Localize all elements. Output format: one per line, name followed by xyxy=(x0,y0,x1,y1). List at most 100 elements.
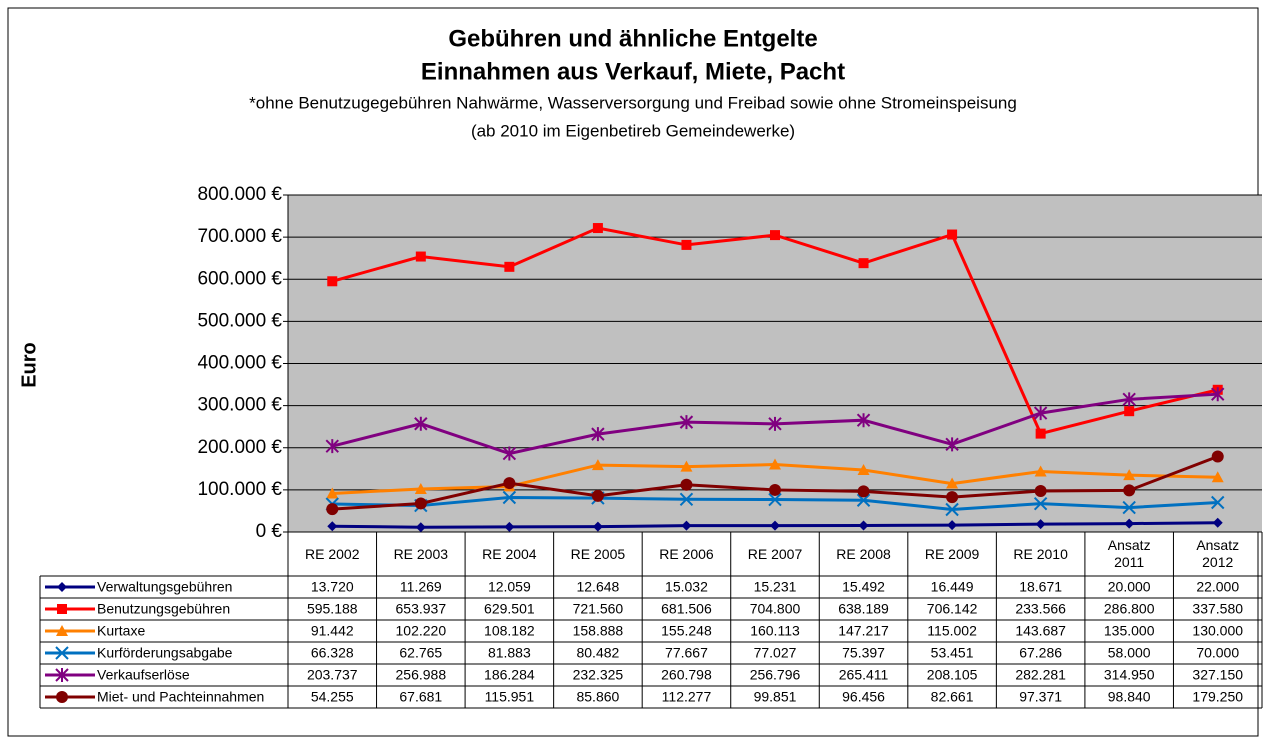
marker xyxy=(769,458,781,470)
table-value: 97.371 xyxy=(1019,689,1062,705)
marker xyxy=(1211,471,1224,483)
marker xyxy=(856,413,871,428)
chart-title: Einnahmen aus Verkauf, Miete, Pacht xyxy=(421,58,845,85)
chart-title: Gebühren und ähnliche Entgelte xyxy=(448,25,817,52)
table-value: 81.883 xyxy=(488,645,531,661)
marker xyxy=(857,463,870,475)
marker xyxy=(1122,392,1136,407)
table-value: 130.000 xyxy=(1192,623,1243,639)
marker xyxy=(1211,450,1224,463)
table-value: 256.796 xyxy=(750,667,801,683)
table-value: 115.002 xyxy=(927,623,977,639)
table-value: 143.687 xyxy=(1015,623,1066,639)
marker xyxy=(503,477,516,490)
table-value: 629.501 xyxy=(484,601,535,617)
marker xyxy=(946,491,959,504)
table-value: 108.182 xyxy=(484,623,535,639)
table-value: 96.456 xyxy=(842,689,885,705)
y-tick-label: 200.000 € xyxy=(197,437,282,458)
marker xyxy=(947,229,958,240)
marker xyxy=(1034,465,1047,477)
table-value: 15.032 xyxy=(665,579,708,595)
table-value: 203.737 xyxy=(307,667,358,683)
table-value: 155.248 xyxy=(661,623,712,639)
y-tick-label: 800.000 € xyxy=(197,184,282,205)
marker xyxy=(1211,495,1225,510)
marker xyxy=(1123,484,1136,497)
table-value: 75.397 xyxy=(842,645,885,661)
marker xyxy=(55,668,69,682)
table-value: 85.860 xyxy=(576,689,619,705)
y-tick-label: 0 € xyxy=(256,521,283,542)
table-value: 15.231 xyxy=(754,579,797,595)
table-value: 53.451 xyxy=(931,645,974,661)
marker xyxy=(326,487,339,499)
table-value: 98.840 xyxy=(1108,689,1151,705)
marker xyxy=(947,520,958,531)
marker xyxy=(502,446,517,461)
table-value: 282.281 xyxy=(1015,667,1066,683)
table-value: 337.580 xyxy=(1192,601,1243,617)
table-value: 186.284 xyxy=(484,667,535,683)
table-value: 62.765 xyxy=(399,645,442,661)
marker xyxy=(414,497,427,510)
y-axis-label: Euro xyxy=(18,342,40,388)
marker xyxy=(57,604,67,614)
table-value: 99.851 xyxy=(754,689,797,705)
marker xyxy=(680,478,693,491)
table-value: 13.720 xyxy=(311,579,354,595)
legend-label: Miet- und Pachteinnahmen xyxy=(97,689,264,705)
table-value: 704.800 xyxy=(750,601,801,617)
marker xyxy=(945,502,959,517)
table-value: 66.328 xyxy=(311,645,354,661)
table-value: 67.681 xyxy=(399,689,442,705)
table-value: 233.566 xyxy=(1015,601,1066,617)
marker xyxy=(768,492,782,507)
y-tick-label: 100.000 € xyxy=(197,479,282,500)
table-value: 54.255 xyxy=(311,689,354,705)
x-tick-label: RE 2006 xyxy=(659,545,714,562)
marker xyxy=(1034,484,1047,497)
marker xyxy=(56,625,68,636)
marker xyxy=(1033,406,1048,421)
table-value: 208.105 xyxy=(927,667,978,683)
marker xyxy=(326,503,339,516)
x-tick-label: RE 2009 xyxy=(924,545,980,562)
table-value: 147.217 xyxy=(838,623,889,639)
marker xyxy=(770,230,780,241)
table-value: 706.142 xyxy=(927,601,978,617)
table-value: 18.671 xyxy=(1019,579,1062,595)
table-value: 681.506 xyxy=(661,601,712,617)
marker xyxy=(57,582,67,592)
marker xyxy=(415,522,426,533)
marker xyxy=(945,437,959,452)
table-value: 70.000 xyxy=(1196,645,1239,661)
legend-label: Kurförderungsabgabe xyxy=(97,645,233,661)
marker xyxy=(327,276,338,287)
x-tick-label: RE 2008 xyxy=(836,545,891,562)
y-tick-label: 700.000 € xyxy=(197,226,282,247)
marker xyxy=(858,520,869,531)
table-value: 327.150 xyxy=(1192,667,1243,683)
table-value: 115.951 xyxy=(485,689,535,705)
y-tick-label: 600.000 € xyxy=(197,268,282,289)
marker xyxy=(770,520,780,531)
table-value: 158.888 xyxy=(573,623,624,639)
marker xyxy=(415,251,426,262)
legend-label: Verwaltungsgebühren xyxy=(97,579,232,595)
marker xyxy=(769,483,781,496)
x-tick-label: Ansatz 2012 xyxy=(1196,537,1240,570)
marker xyxy=(1124,406,1135,417)
marker xyxy=(504,521,515,532)
marker xyxy=(1122,500,1136,515)
marker xyxy=(592,521,603,532)
marker xyxy=(768,416,782,431)
marker xyxy=(591,459,604,471)
marker xyxy=(681,520,692,531)
table-value: 179.250 xyxy=(1192,689,1243,705)
marker xyxy=(414,482,427,494)
marker xyxy=(680,460,693,472)
marker xyxy=(1123,469,1136,481)
